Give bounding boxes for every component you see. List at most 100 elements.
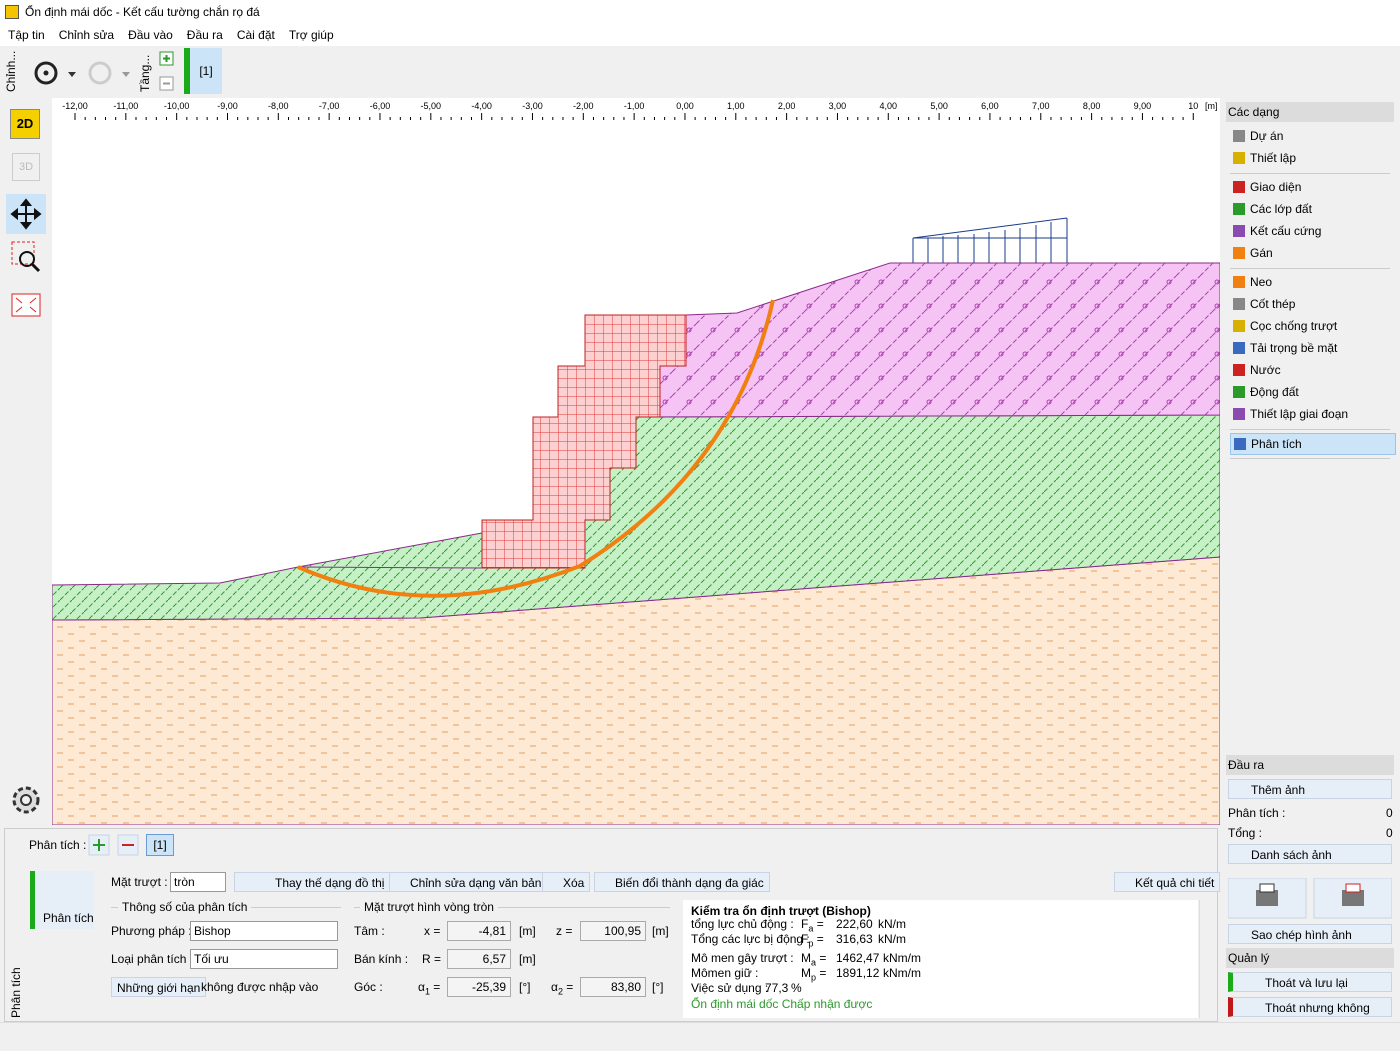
bottom-side-label: Phân tích — [9, 967, 23, 1018]
z-label: z = — [556, 924, 573, 938]
replace-graphic[interactable]: Thay thế dạng đồ thị — [234, 872, 391, 892]
panel-item-icon — [1233, 181, 1245, 193]
to-polygon[interactable]: Biến đổi thành dạng đa giác — [594, 872, 770, 892]
ruler-label: 6,00 — [981, 101, 999, 111]
run-analysis-label[interactable]: Phân tích — [43, 911, 94, 925]
copy-image[interactable]: Sao chép hình ảnh — [1228, 924, 1392, 944]
ruler-label: 10 — [1188, 101, 1198, 111]
run-analysis[interactable] — [30, 871, 94, 929]
menu-item[interactable]: Chỉnh sửa — [58, 28, 115, 42]
panel-item-icon — [1234, 438, 1246, 450]
panel-item[interactable]: Neo — [1230, 272, 1394, 292]
menu-item[interactable]: Cài đặt — [236, 28, 275, 42]
analysis-label: Phân tích : — [29, 838, 87, 852]
a2-unit: [°] — [652, 980, 664, 994]
add-image[interactable]: Thêm ảnh — [1228, 779, 1392, 799]
circle-title: Mặt trượt hình vòng tròn — [360, 900, 498, 914]
edit-text[interactable]: Chỉnh sửa dạng văn bản — [389, 872, 548, 892]
params-title: Thông số của phân tích — [118, 900, 252, 914]
total-count-label: Tổng : — [1228, 826, 1263, 840]
ruler-label: -8,00 — [268, 101, 289, 111]
panel-item[interactable]: Giao diện — [1230, 177, 1394, 197]
type-select[interactable]: Tối ưu — [190, 949, 338, 969]
result-sym: F — [801, 932, 809, 946]
image-list[interactable]: Danh sách ảnh — [1228, 844, 1392, 864]
method-select[interactable]: Bishop — [190, 921, 338, 941]
slip-select[interactable]: tròn — [170, 872, 226, 892]
menu-item[interactable]: Đầu vào — [128, 28, 173, 42]
panel-item[interactable]: Tải trọng bề mặt — [1230, 338, 1394, 358]
view-tools[interactable] — [6, 194, 46, 324]
stage-tab[interactable]: [1] — [190, 48, 222, 94]
result-sub: p — [811, 972, 817, 983]
save-exit[interactable]: Thoát và lưu lại — [1228, 972, 1392, 992]
menu-item[interactable]: Tập tin — [8, 28, 45, 42]
limits-button[interactable]: Những giới hạn — [111, 977, 207, 997]
angle-1[interactable]: -25,39 — [447, 977, 511, 997]
stage-marker — [184, 48, 190, 94]
ruler-label: -12,00 — [62, 101, 88, 111]
toolbar-stage-label: Tầng... — [138, 54, 152, 92]
a1-sub: 1 — [424, 986, 430, 997]
print-buttons[interactable] — [1228, 878, 1392, 920]
center-z[interactable]: 100,95 — [580, 921, 646, 941]
menu-bar: Tập tin Chỉnh sửa Đầu vào Đầu ra Cài đặt Trợ … — [0, 24, 1400, 46]
menu-item[interactable]: Đầu ra — [186, 28, 223, 42]
radius[interactable]: 6,57 — [447, 949, 511, 969]
stage-add-remove[interactable] — [158, 50, 176, 94]
panel-item[interactable]: Cọc chống trượt — [1230, 316, 1394, 336]
center-x[interactable]: -4,81 — [447, 921, 511, 941]
panel-item-icon — [1233, 152, 1245, 164]
panel-item[interactable]: Nước — [1230, 360, 1394, 380]
menu-item[interactable]: Trợ giúp — [288, 28, 334, 42]
undo-redo[interactable] — [28, 54, 138, 94]
result-label: Tổng các lực bị động : — [691, 932, 810, 946]
slip-label: Mặt trượt : — [111, 875, 168, 889]
panel-item[interactable]: Các lớp đất — [1230, 199, 1394, 219]
angle-2[interactable]: 83,80 — [580, 977, 646, 997]
status-bar — [0, 1022, 1400, 1051]
delete[interactable]: Xóa — [542, 872, 591, 892]
ruler-label: 5,00 — [930, 101, 948, 111]
panel-item-icon — [1233, 276, 1245, 288]
a1-unit: [°] — [519, 980, 531, 994]
panel-item[interactable]: Phân tích — [1230, 433, 1396, 455]
detail-results[interactable]: Kết quả chi tiết — [1114, 872, 1221, 892]
analysis-add-remove[interactable] — [88, 834, 144, 856]
panel-item-icon — [1233, 298, 1245, 310]
verdict: Ổn định mái dốc Chấp nhận được — [691, 997, 873, 1011]
panel-item[interactable]: Cốt thép — [1230, 294, 1394, 314]
toolbar — [0, 46, 1400, 98]
panel-separator — [1230, 268, 1390, 269]
r-label: R = — [422, 952, 442, 966]
panel-header: Các dạng — [1226, 102, 1394, 122]
panel-item[interactable]: Gán — [1230, 243, 1394, 263]
panel-item[interactable]: Thiết lập — [1230, 148, 1394, 168]
ruler-label: 0,00 — [676, 101, 694, 111]
usage-unit: % — [791, 981, 802, 995]
panel-separator — [1230, 173, 1390, 174]
panel-item[interactable]: Kết cấu cứng — [1230, 221, 1394, 241]
circle-group — [354, 907, 670, 908]
analysis-count: 0 — [1386, 806, 1393, 820]
model-canvas — [52, 120, 1220, 825]
view-3d[interactable]: 3D — [12, 153, 40, 181]
exit-no-save[interactable]: Thoát nhưng không lưu lại — [1228, 997, 1392, 1035]
analysis-tab[interactable]: [1] — [146, 834, 174, 856]
panel-item[interactable]: Dự án — [1230, 126, 1394, 146]
panel-item[interactable]: Động đất — [1230, 382, 1394, 402]
result-unit: kNm/m — [883, 951, 921, 965]
results-box: Kiểm tra ổn định trượt (Bishop) tổng lực … — [683, 900, 1198, 1018]
usage-value: 77,3 — [765, 981, 789, 995]
result-sub: a — [811, 957, 817, 968]
limits-note: không được nhập vào — [201, 980, 319, 994]
result-sym: F — [801, 917, 809, 931]
result-sub: p — [808, 938, 814, 949]
settings[interactable] — [8, 782, 44, 818]
view-2d[interactable]: 2D — [10, 109, 40, 139]
ruler-label: 3,00 — [829, 101, 847, 111]
panel-item[interactable]: Thiết lập giai đoạn — [1230, 404, 1394, 424]
a2-label: α2 = — [551, 980, 574, 997]
results-scrollbar[interactable] — [1199, 900, 1215, 1018]
ruler-label: 8,00 — [1083, 101, 1101, 111]
